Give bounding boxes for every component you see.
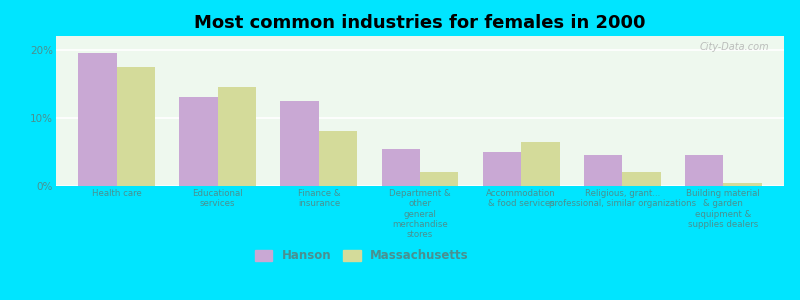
Bar — [482, 152, 521, 186]
Legend: Hanson, Massachusetts: Hanson, Massachusetts — [250, 245, 474, 267]
Bar — [382, 148, 420, 186]
Bar — [420, 172, 458, 186]
Bar — [622, 172, 661, 186]
Bar — [117, 67, 155, 186]
Bar — [584, 155, 622, 186]
Bar — [723, 183, 762, 186]
Bar — [685, 155, 723, 186]
Title: Most common industries for females in 2000: Most common industries for females in 20… — [194, 14, 646, 32]
Text: City-Data.com: City-Data.com — [700, 42, 770, 52]
Bar — [521, 142, 559, 186]
Bar — [78, 53, 117, 186]
Bar — [179, 98, 218, 186]
Bar — [319, 131, 358, 186]
Bar — [281, 101, 319, 186]
Bar — [218, 87, 256, 186]
